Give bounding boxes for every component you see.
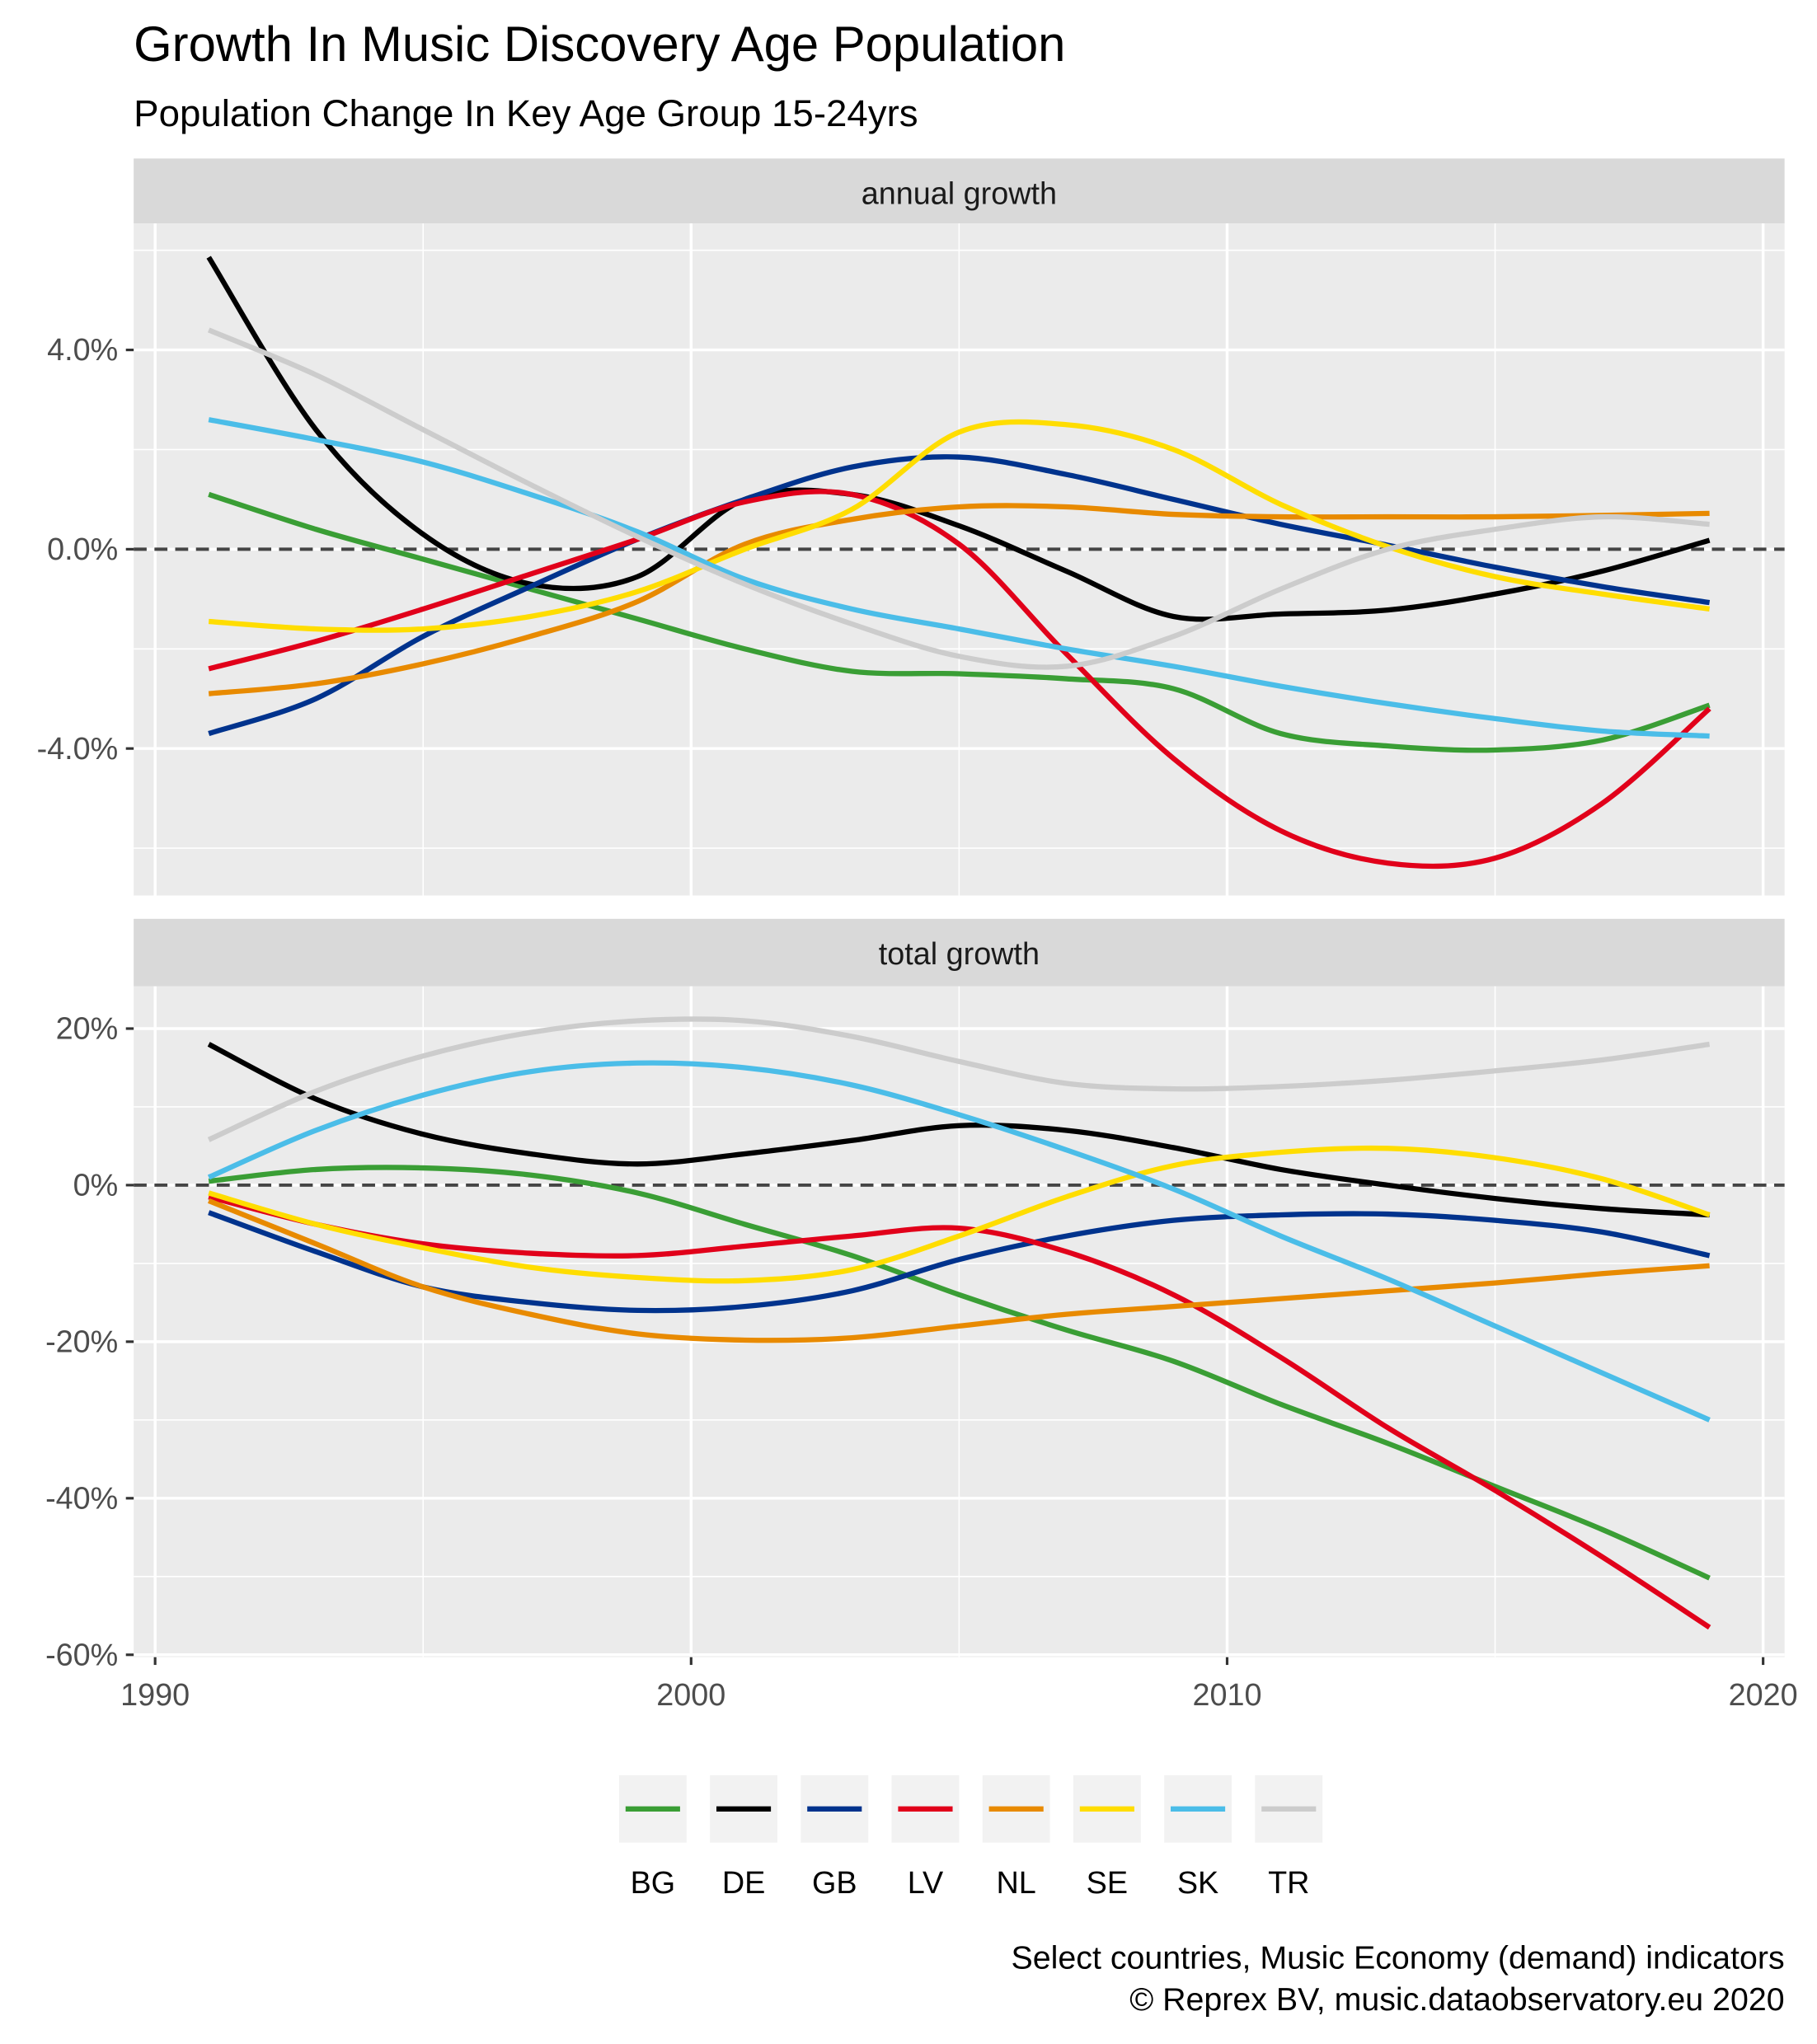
legend-label: TR — [1268, 1866, 1309, 1901]
legend-item-BG: BG — [618, 1774, 687, 1901]
series-line-TR — [207, 327, 1710, 670]
legend-label: SK — [1177, 1866, 1218, 1901]
series-line-SK — [207, 1060, 1711, 1423]
legend-label: BG — [631, 1866, 676, 1901]
caption-line-2: © Reprex BV, music.dataobservatory.eu 20… — [1129, 1981, 1784, 2018]
series-line-DE — [207, 1042, 1710, 1218]
series-line-BG — [208, 491, 1711, 753]
y-tick-label: 4.0% — [47, 333, 118, 368]
panels: annual growth 4.0% 0.0% -4.0% total growth 20… — [37, 158, 1798, 1713]
chart-title: Growth In Music Discovery Age Population — [134, 16, 1065, 72]
legend-item-DE: DE — [710, 1774, 777, 1901]
x-tick-label: 2020 — [1729, 1678, 1798, 1713]
legend: BG DE GB LV NL SE SK TR — [618, 1774, 1323, 1901]
series-line-TR — [207, 1016, 1711, 1142]
facet-strip-label: total growth — [879, 937, 1040, 972]
series-line-SE — [208, 419, 1711, 633]
y-tick-label: -60% — [45, 1638, 118, 1672]
facet-panel-0: annual growth 4.0% 0.0% -4.0% — [37, 158, 1785, 896]
series-line-NL — [207, 1198, 1710, 1343]
caption-line-1: Select countries, Music Economy (demand)… — [1012, 1939, 1785, 1976]
legend-label: LV — [908, 1866, 944, 1901]
facet-strip — [134, 158, 1785, 224]
y-tick-label: 0.0% — [47, 532, 118, 567]
facet-panel-1: total growth 20% 0% -20% -40% -60%1990 2000 201… — [45, 918, 1798, 1713]
series-line-GB — [208, 1210, 1711, 1314]
legend-item-LV: LV — [891, 1774, 960, 1901]
chart-subtitle: Population Change In Key Age Group 15-24… — [134, 92, 918, 134]
legend-item-SE: SE — [1073, 1774, 1141, 1901]
facet-strip — [134, 918, 1785, 987]
legend-item-GB: GB — [801, 1774, 869, 1901]
series-line-GB — [208, 454, 1711, 737]
y-tick-label: -20% — [45, 1324, 118, 1359]
legend-label: NL — [997, 1866, 1036, 1901]
series-line-DE — [206, 256, 1711, 622]
y-tick-label: 20% — [56, 1012, 119, 1047]
legend-item-NL: NL — [982, 1774, 1050, 1901]
legend-label: SE — [1087, 1866, 1128, 1901]
series-line-NL — [208, 503, 1710, 696]
x-tick-label: 1990 — [120, 1678, 190, 1713]
series-line-SK — [208, 417, 1710, 739]
facet-strip-label: annual growth — [862, 176, 1057, 211]
legend-item-TR: TR — [1255, 1774, 1323, 1901]
y-tick-label: -4.0% — [37, 732, 119, 766]
legend-label: DE — [722, 1866, 765, 1901]
x-tick-label: 2000 — [656, 1678, 725, 1713]
series-line-LV — [208, 489, 1711, 870]
legend-label: GB — [812, 1866, 857, 1901]
y-tick-label: -40% — [45, 1481, 118, 1516]
x-tick-label: 2010 — [1192, 1678, 1261, 1713]
y-tick-label: 0% — [73, 1169, 119, 1203]
series-line-SE — [208, 1145, 1711, 1284]
legend-item-SK: SK — [1164, 1774, 1232, 1901]
